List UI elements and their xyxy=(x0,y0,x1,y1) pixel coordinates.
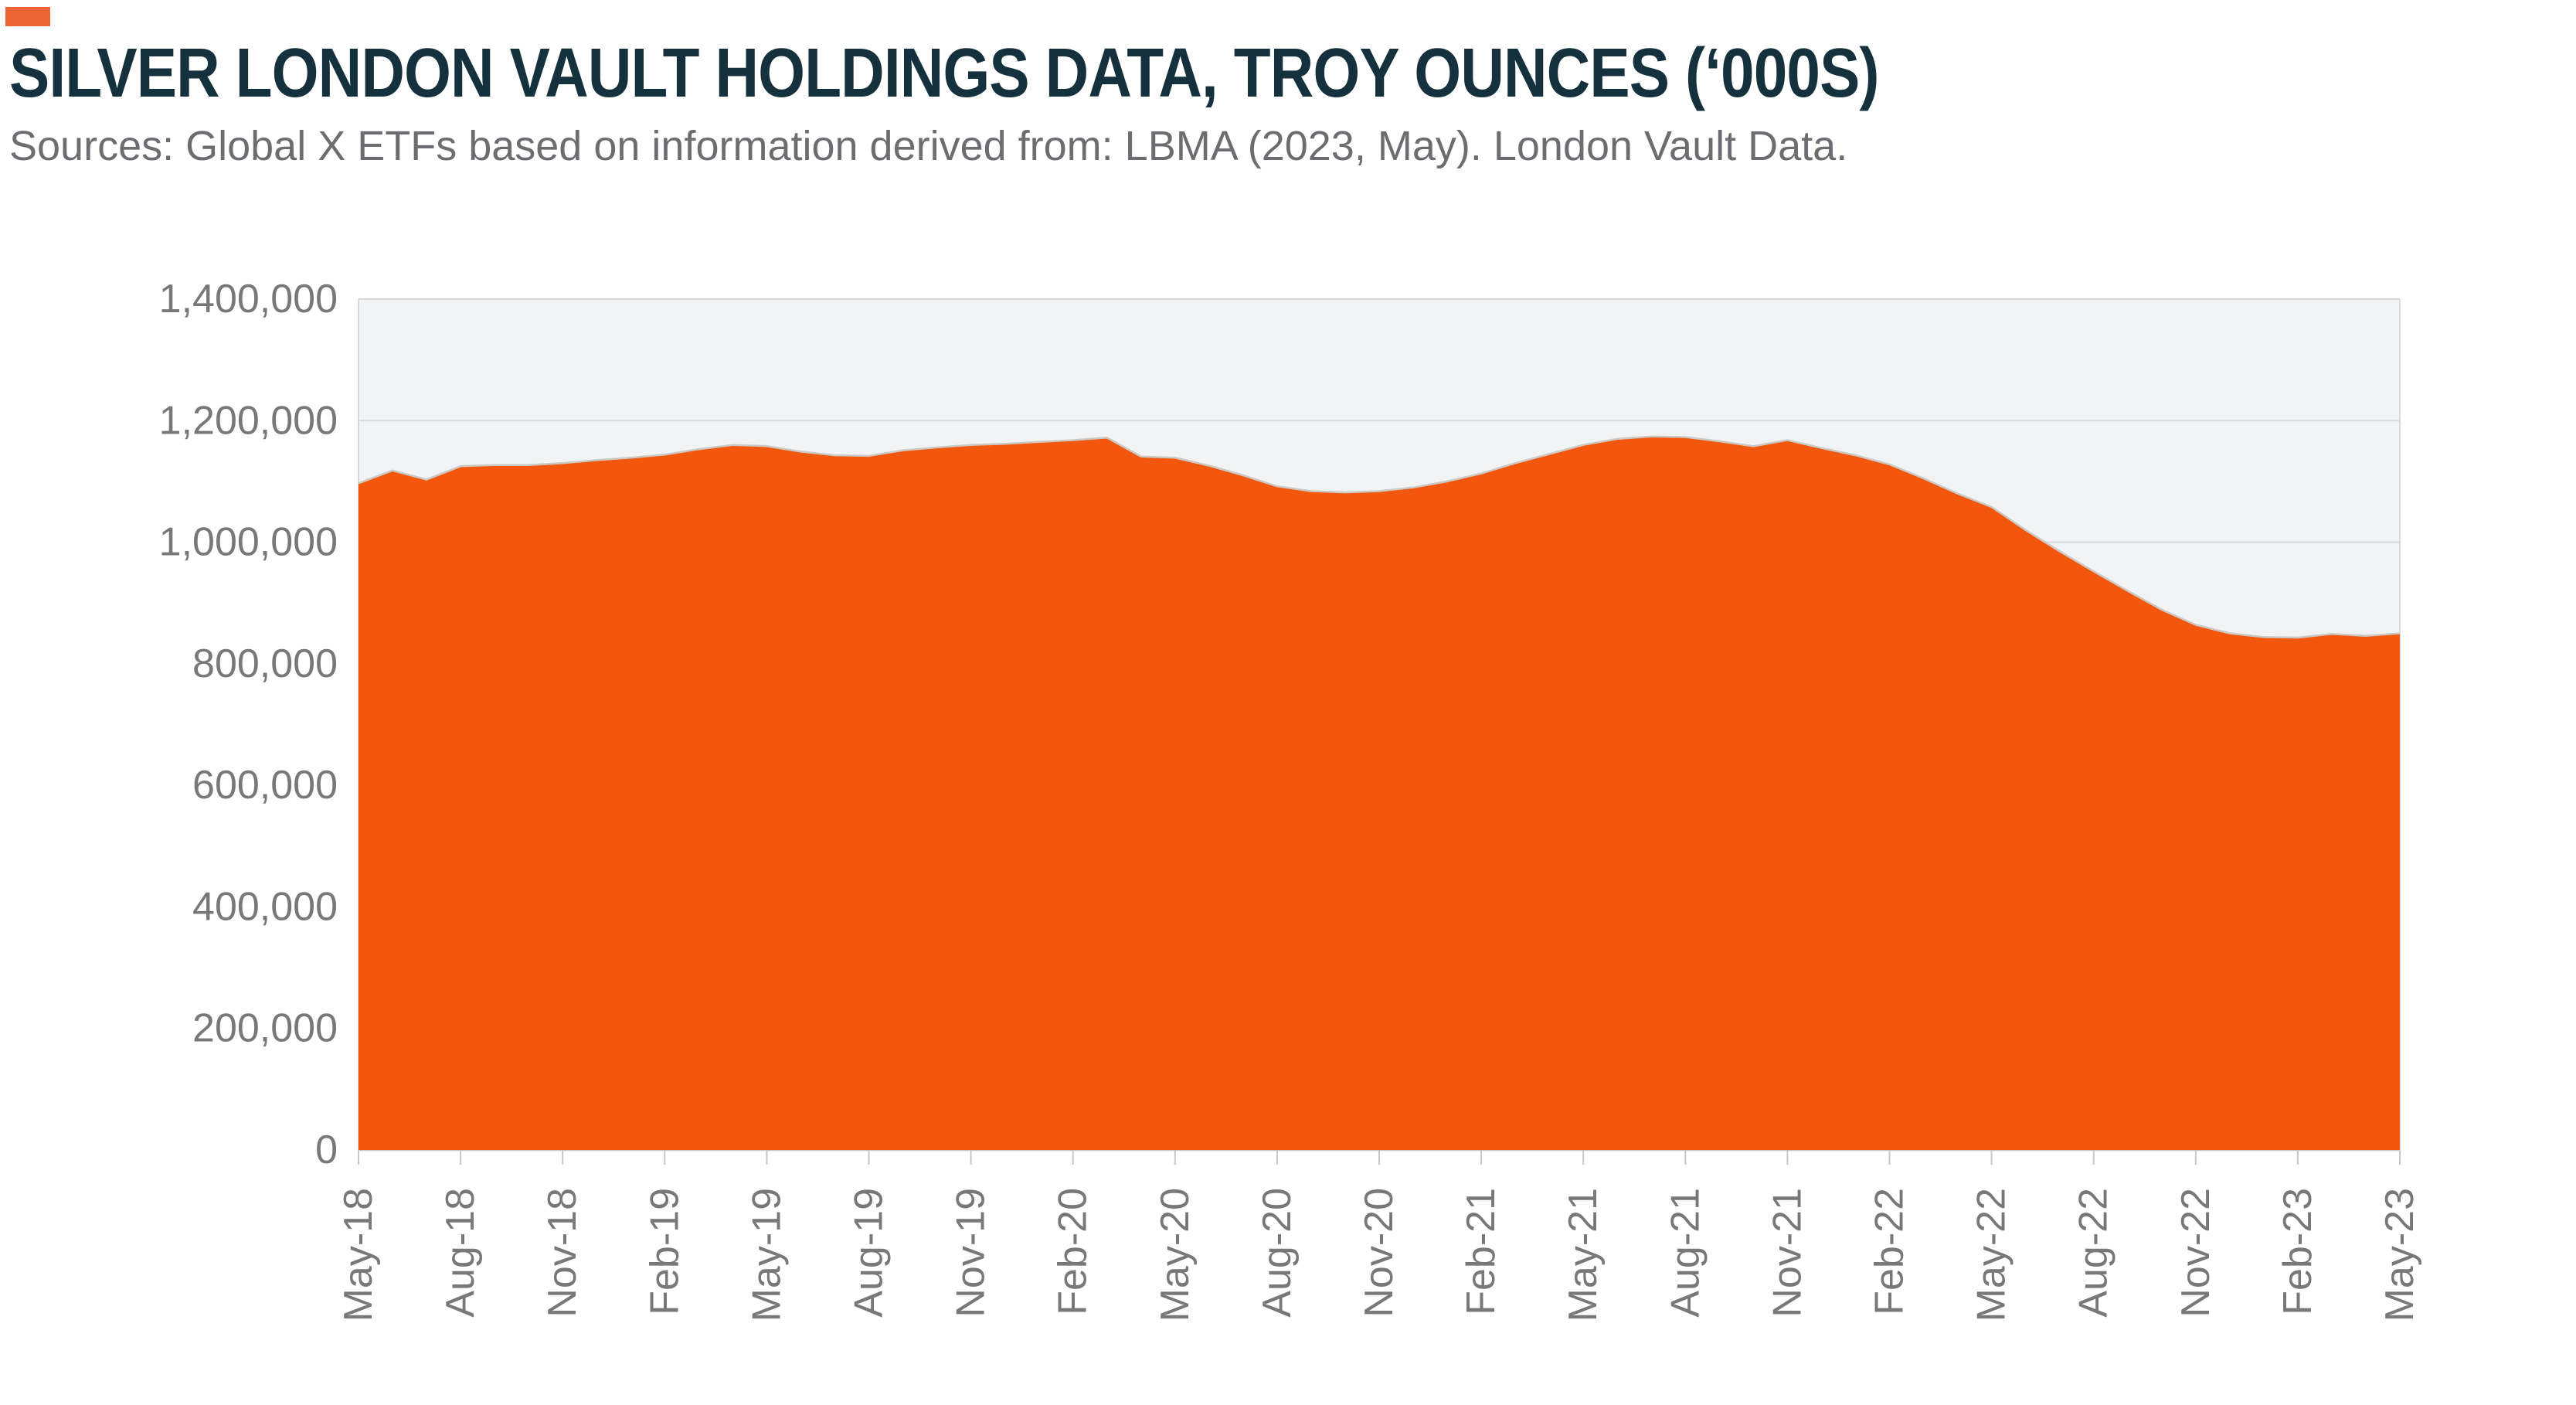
y-axis-label: 1,000,000 xyxy=(159,520,338,565)
x-axis-label: Feb-20 xyxy=(1051,1188,1096,1315)
x-axis-label: Nov-18 xyxy=(540,1188,585,1318)
x-axis-label: May-19 xyxy=(744,1188,789,1322)
y-axis-label: 0 xyxy=(315,1128,338,1172)
x-axis-label: Aug-20 xyxy=(1255,1188,1300,1318)
x-axis-label: May-18 xyxy=(336,1188,381,1322)
chart-title: SILVER LONDON VAULT HOLDINGS DATA, TROY … xyxy=(9,35,1880,112)
area-outline xyxy=(358,435,2401,639)
x-axis-label: Nov-20 xyxy=(1357,1188,1402,1318)
x-axis-label: Feb-23 xyxy=(2275,1188,2320,1315)
globalx-logo-mark xyxy=(5,7,50,26)
y-axis-label: 1,400,000 xyxy=(159,277,338,321)
x-axis-label: Feb-19 xyxy=(642,1188,687,1315)
x-axis-label: Feb-22 xyxy=(1867,1188,1912,1315)
y-axis-label: 1,200,000 xyxy=(159,398,338,443)
x-axis-label: Aug-21 xyxy=(1663,1188,1708,1318)
x-axis-label: Aug-19 xyxy=(847,1188,892,1318)
x-axis-label: Nov-21 xyxy=(1765,1188,1810,1318)
x-axis-label: Nov-22 xyxy=(2173,1188,2218,1318)
x-axis-label: May-20 xyxy=(1153,1188,1198,1322)
holdings-area xyxy=(359,436,2400,1150)
y-axis-label: 200,000 xyxy=(192,1006,338,1051)
x-axis-label: Aug-18 xyxy=(438,1188,483,1318)
x-axis-label: Aug-22 xyxy=(2071,1188,2116,1318)
chart-source-note: Sources: Global X ETFs based on informat… xyxy=(9,123,1848,169)
x-axis-label: May-21 xyxy=(1561,1188,1606,1322)
x-axis-label: Nov-19 xyxy=(949,1188,994,1318)
x-axis-label: May-22 xyxy=(1969,1188,2014,1322)
y-axis-label: 600,000 xyxy=(192,763,338,808)
y-axis-label: 400,000 xyxy=(192,884,338,929)
x-axis-label: Feb-21 xyxy=(1459,1188,1504,1315)
x-axis-label: May-23 xyxy=(2377,1188,2422,1322)
y-axis-label: 800,000 xyxy=(192,641,338,686)
